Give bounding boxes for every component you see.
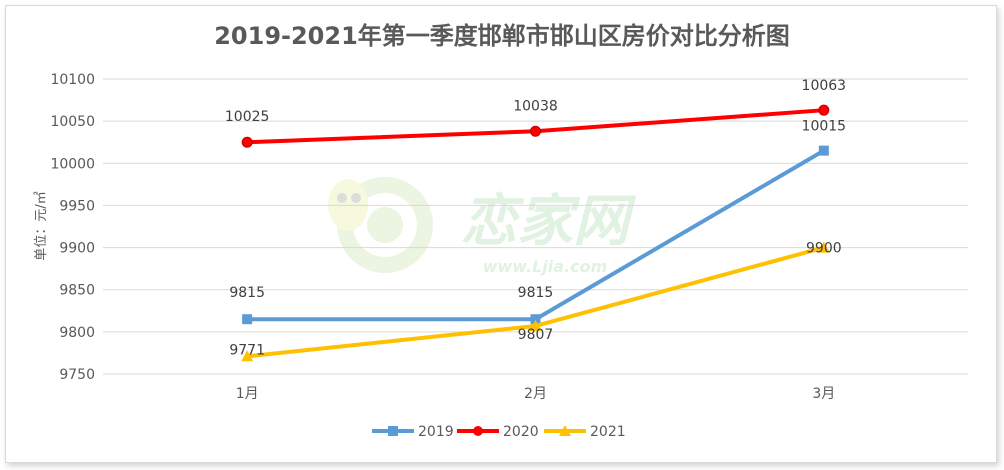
data-labels: 9815 9815 10015 10025 10038 10063 9771 9807 9900	[225, 78, 846, 358]
legend-label: 2019	[418, 424, 454, 440]
data-label-2020: 10063	[802, 78, 847, 94]
x-tick-label: 3月	[812, 386, 835, 402]
data-point-2021	[529, 319, 542, 331]
data-point-2020	[818, 104, 830, 116]
y-axis-label: 单位：元/㎡	[34, 191, 49, 260]
y-tick-label: 9850	[59, 283, 95, 299]
legend: 2019 2020 2021	[372, 424, 626, 440]
data-label-2019: 9815	[518, 285, 554, 301]
y-tick-label: 9950	[59, 198, 95, 214]
data-point-2019	[242, 314, 253, 325]
chart-frame	[5, 5, 997, 463]
snail-logo-icon	[328, 177, 433, 273]
data-point-2020	[530, 125, 541, 137]
legend-label: 2020	[503, 424, 539, 440]
x-axis-ticks: 1月 2月 3月	[236, 386, 836, 402]
watermark-url: www.Ljia.com	[483, 257, 608, 276]
watermark: 恋家网 www.Ljia.com	[328, 177, 637, 276]
data-label-2019: 9815	[229, 285, 265, 301]
data-label-2020: 10025	[225, 109, 270, 125]
data-point-2021	[241, 350, 254, 362]
data-point-2021	[817, 241, 830, 253]
y-tick-label: 10000	[50, 156, 95, 172]
series-group	[241, 104, 830, 362]
legend-label: 2021	[590, 424, 626, 440]
legend-marker	[559, 425, 571, 436]
x-tick-label: 2月	[524, 386, 547, 402]
y-tick-label: 9750	[59, 367, 95, 383]
data-label-2021: 9900	[806, 241, 842, 257]
data-point-2019	[530, 314, 541, 325]
legend-marker	[473, 426, 483, 436]
data-point-2020	[241, 136, 253, 148]
data-label-2020: 10038	[513, 98, 558, 114]
watermark-brand: 恋家网	[461, 189, 637, 254]
y-tick-label: 10100	[50, 72, 95, 88]
legend-marker	[388, 426, 398, 436]
y-tick-label: 9900	[59, 241, 95, 257]
y-axis-ticks: 9750 9800 9850 9900 9950 10000 10050 10100	[50, 72, 95, 383]
data-label-2021: 9771	[229, 342, 265, 358]
y-tick-label: 10050	[50, 114, 95, 130]
y-tick-label: 9800	[59, 325, 95, 341]
x-tick-label: 1月	[236, 386, 259, 402]
data-label-2019: 10015	[802, 119, 847, 135]
chart-title: 2019-2021年第一季度邯郸市邯山区房价对比分析图	[214, 22, 790, 50]
data-label-2021: 9807	[518, 327, 554, 343]
data-point-2019	[818, 145, 829, 156]
